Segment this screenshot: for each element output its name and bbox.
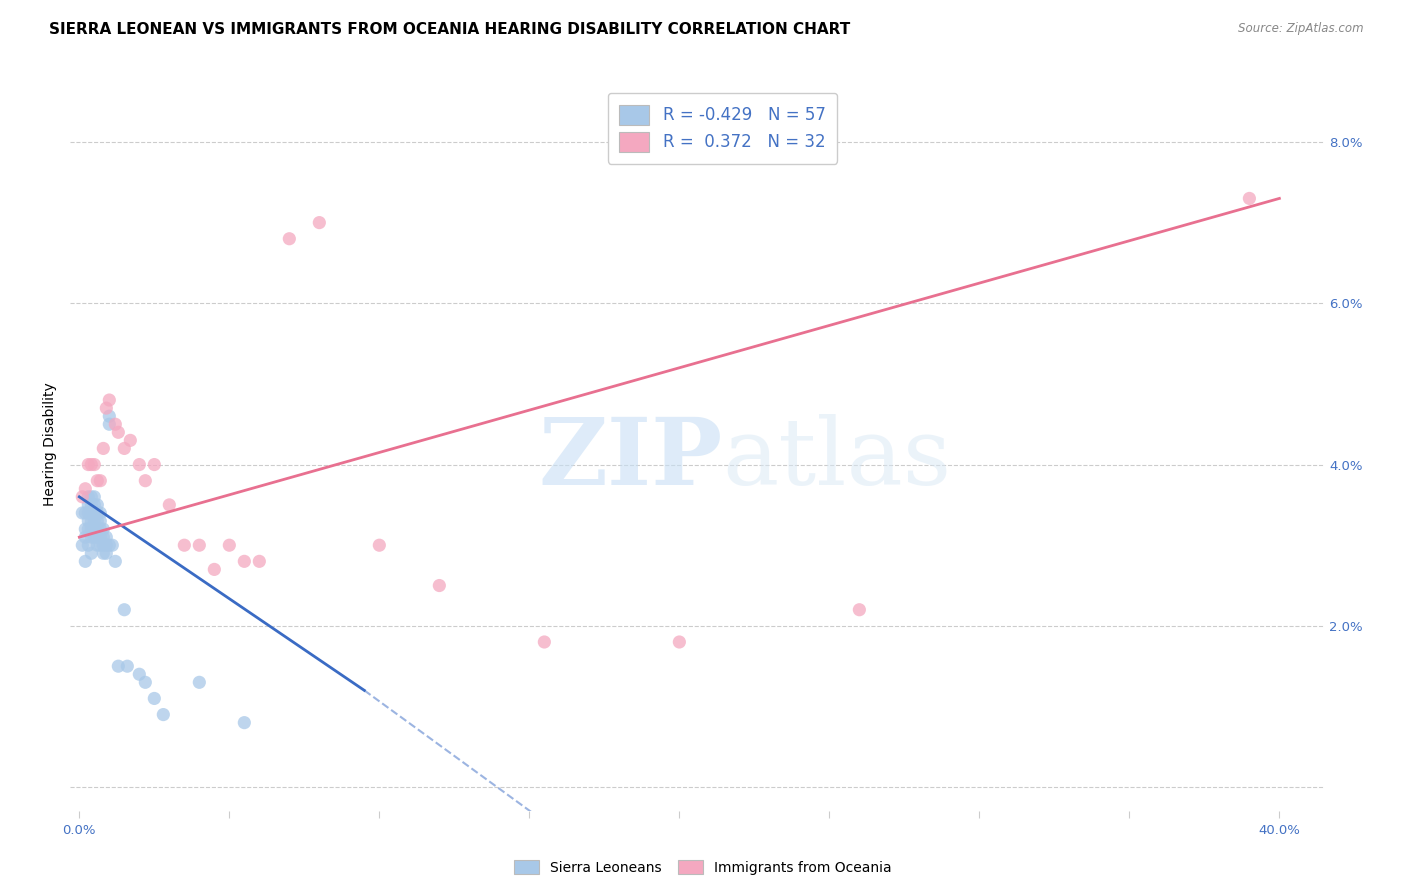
- Point: [83, 506, 105, 520]
- Point: [77, 506, 100, 520]
- Point: [86, 538, 108, 552]
- Point: [91, 442, 114, 456]
- Point: [368, 538, 391, 552]
- Point: [143, 458, 166, 472]
- Point: [128, 458, 150, 472]
- Point: [202, 562, 225, 576]
- Point: [72, 538, 94, 552]
- Point: [278, 232, 301, 246]
- Point: [86, 474, 108, 488]
- Point: [91, 546, 114, 560]
- Point: [91, 522, 114, 536]
- Point: [77, 514, 100, 528]
- Text: Source: ZipAtlas.com: Source: ZipAtlas.com: [1239, 22, 1364, 36]
- Point: [104, 417, 127, 432]
- Point: [128, 667, 150, 681]
- Point: [75, 554, 97, 568]
- Point: [218, 538, 240, 552]
- Point: [96, 530, 118, 544]
- Point: [83, 498, 105, 512]
- Point: [80, 490, 103, 504]
- Point: [533, 635, 555, 649]
- Point: [89, 514, 111, 528]
- Point: [173, 538, 195, 552]
- Point: [134, 474, 156, 488]
- Text: ZIP: ZIP: [538, 414, 723, 504]
- Point: [80, 546, 103, 560]
- Point: [80, 498, 103, 512]
- Point: [89, 474, 111, 488]
- Point: [427, 578, 450, 592]
- Point: [80, 530, 103, 544]
- Point: [89, 530, 111, 544]
- Point: [89, 538, 111, 552]
- Point: [77, 538, 100, 552]
- Point: [134, 675, 156, 690]
- Point: [75, 482, 97, 496]
- Point: [157, 498, 180, 512]
- Point: [80, 458, 103, 472]
- Point: [107, 425, 129, 440]
- Point: [152, 707, 174, 722]
- Point: [143, 691, 166, 706]
- Point: [98, 417, 121, 432]
- Point: [86, 530, 108, 544]
- Point: [83, 530, 105, 544]
- Legend: R = -0.429   N = 57, R =  0.372   N = 32: R = -0.429 N = 57, R = 0.372 N = 32: [607, 93, 837, 164]
- Point: [188, 538, 211, 552]
- Point: [83, 490, 105, 504]
- Point: [80, 522, 103, 536]
- Point: [91, 538, 114, 552]
- Point: [104, 554, 127, 568]
- Point: [77, 498, 100, 512]
- Point: [1239, 191, 1261, 205]
- Point: [117, 659, 139, 673]
- Point: [668, 635, 690, 649]
- Point: [120, 434, 142, 448]
- Point: [86, 522, 108, 536]
- Point: [112, 442, 135, 456]
- Point: [101, 538, 124, 552]
- Point: [96, 401, 118, 416]
- Point: [233, 554, 256, 568]
- Point: [72, 506, 94, 520]
- Point: [308, 216, 330, 230]
- Y-axis label: Hearing Disability: Hearing Disability: [44, 383, 58, 507]
- Point: [98, 392, 121, 407]
- Point: [247, 554, 270, 568]
- Point: [86, 498, 108, 512]
- Text: SIERRA LEONEAN VS IMMIGRANTS FROM OCEANIA HEARING DISABILITY CORRELATION CHART: SIERRA LEONEAN VS IMMIGRANTS FROM OCEANI…: [49, 22, 851, 37]
- Point: [77, 522, 100, 536]
- Point: [98, 409, 121, 424]
- Point: [75, 530, 97, 544]
- Point: [112, 603, 135, 617]
- Point: [77, 490, 100, 504]
- Point: [86, 514, 108, 528]
- Point: [80, 514, 103, 528]
- Point: [233, 715, 256, 730]
- Point: [75, 522, 97, 536]
- Point: [96, 546, 118, 560]
- Point: [107, 659, 129, 673]
- Point: [86, 506, 108, 520]
- Point: [848, 603, 870, 617]
- Point: [83, 522, 105, 536]
- Point: [75, 506, 97, 520]
- Point: [89, 506, 111, 520]
- Point: [77, 458, 100, 472]
- Point: [80, 506, 103, 520]
- Point: [91, 530, 114, 544]
- Point: [83, 458, 105, 472]
- Text: atlas: atlas: [723, 414, 952, 504]
- Point: [89, 522, 111, 536]
- Point: [83, 514, 105, 528]
- Point: [98, 538, 121, 552]
- Point: [72, 490, 94, 504]
- Legend: Sierra Leoneans, Immigrants from Oceania: Sierra Leoneans, Immigrants from Oceania: [509, 855, 897, 880]
- Point: [188, 675, 211, 690]
- Point: [96, 538, 118, 552]
